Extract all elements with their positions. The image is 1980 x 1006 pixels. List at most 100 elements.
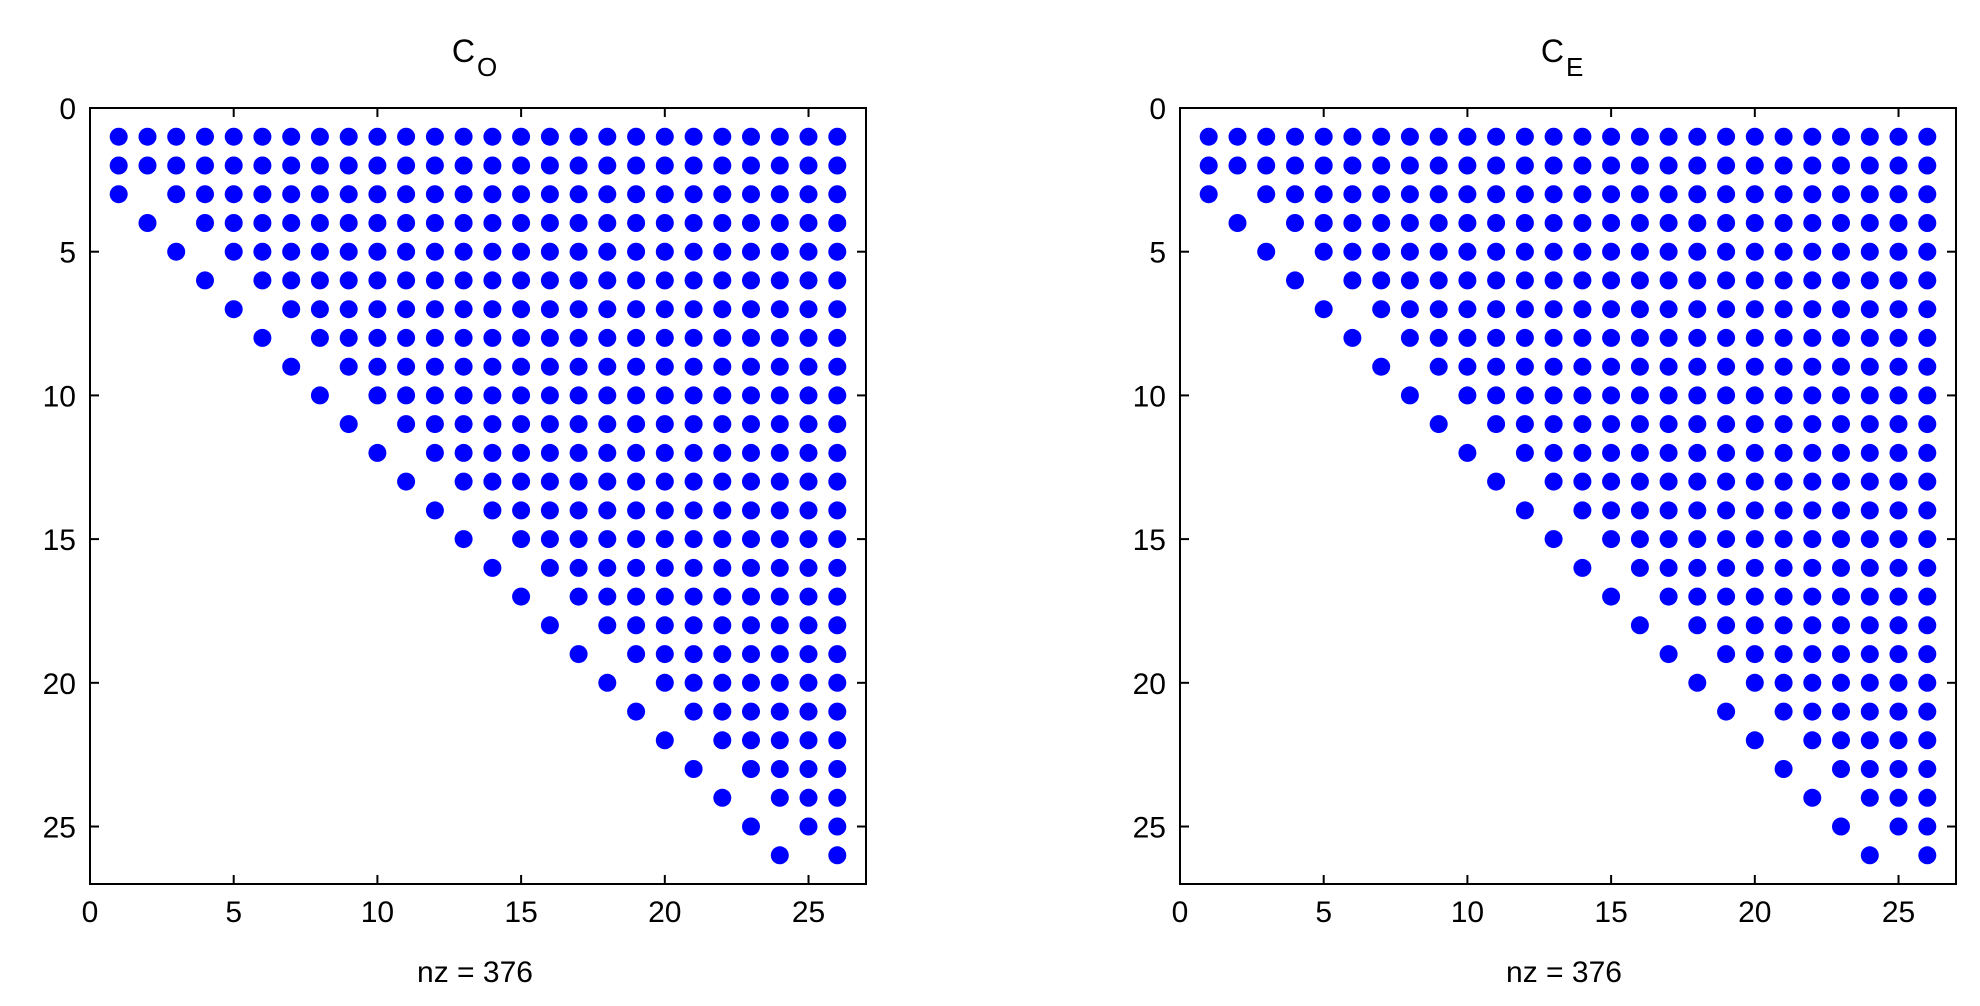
data-point bbox=[1717, 501, 1736, 520]
data-point bbox=[713, 386, 732, 405]
data-point bbox=[684, 185, 703, 204]
data-point bbox=[540, 501, 559, 520]
data-point bbox=[1573, 300, 1592, 319]
data-point bbox=[1429, 242, 1448, 261]
data-point bbox=[742, 558, 760, 577]
data-point bbox=[109, 127, 128, 146]
data-point bbox=[713, 214, 732, 232]
data-point bbox=[742, 501, 760, 520]
data-point bbox=[1774, 185, 1793, 204]
data-point bbox=[1918, 673, 1937, 692]
data-point bbox=[828, 645, 847, 664]
data-point bbox=[483, 271, 502, 290]
data-point bbox=[569, 558, 588, 577]
data-point bbox=[770, 731, 789, 750]
data-point bbox=[742, 127, 760, 146]
data-point bbox=[1803, 300, 1822, 319]
data-point bbox=[1602, 156, 1621, 175]
data-point bbox=[368, 185, 387, 204]
data-point bbox=[1602, 386, 1621, 405]
data-point bbox=[770, 558, 789, 577]
data-point bbox=[770, 530, 789, 549]
data-point bbox=[1745, 242, 1764, 261]
data-point bbox=[569, 328, 588, 347]
data-point bbox=[1688, 673, 1707, 692]
data-point bbox=[627, 415, 646, 434]
data-point bbox=[1832, 386, 1850, 405]
data-point bbox=[310, 271, 329, 290]
data-point bbox=[483, 501, 502, 520]
data-point bbox=[1602, 472, 1621, 491]
data-point bbox=[1860, 242, 1879, 261]
data-point bbox=[253, 328, 272, 347]
data-point bbox=[454, 127, 473, 146]
data-point bbox=[1774, 127, 1793, 146]
data-point bbox=[1630, 127, 1649, 146]
data-point bbox=[1659, 242, 1678, 261]
data-point bbox=[770, 328, 789, 347]
data-point bbox=[1889, 300, 1908, 319]
data-point bbox=[1458, 300, 1477, 319]
data-point bbox=[310, 242, 329, 261]
data-point bbox=[770, 587, 789, 606]
data-point bbox=[684, 501, 703, 520]
data-point bbox=[713, 587, 732, 606]
data-point bbox=[627, 645, 646, 664]
data-point bbox=[368, 328, 387, 347]
data-point bbox=[828, 185, 847, 204]
data-point bbox=[454, 328, 473, 347]
data-point bbox=[1429, 271, 1448, 290]
data-point bbox=[1688, 214, 1707, 232]
data-point bbox=[1458, 156, 1477, 175]
data-point bbox=[799, 731, 818, 750]
data-point bbox=[1717, 702, 1736, 721]
data-point bbox=[1429, 415, 1448, 434]
data-point bbox=[1602, 328, 1621, 347]
data-point bbox=[1544, 415, 1563, 434]
data-point bbox=[828, 616, 847, 635]
data-point bbox=[1257, 156, 1276, 175]
data-point bbox=[598, 415, 617, 434]
data-point bbox=[1803, 788, 1822, 807]
data-point bbox=[1458, 386, 1477, 405]
data-point bbox=[1774, 558, 1793, 577]
data-point bbox=[1573, 156, 1592, 175]
data-point bbox=[828, 214, 847, 232]
data-point bbox=[742, 156, 760, 175]
data-point bbox=[569, 587, 588, 606]
data-point bbox=[799, 127, 818, 146]
y-tick-label: 5 bbox=[1149, 237, 1166, 270]
data-point bbox=[1199, 156, 1218, 175]
data-point bbox=[713, 357, 732, 376]
data-point bbox=[512, 386, 531, 405]
data-point bbox=[310, 386, 329, 405]
data-point bbox=[1487, 386, 1506, 405]
data-point bbox=[1889, 530, 1908, 549]
data-point bbox=[368, 156, 387, 175]
data-point bbox=[742, 443, 760, 462]
data-point bbox=[1803, 156, 1822, 175]
data-point bbox=[684, 271, 703, 290]
data-point bbox=[713, 328, 732, 347]
data-point bbox=[196, 127, 214, 146]
data-point bbox=[512, 357, 531, 376]
data-point bbox=[1487, 242, 1506, 261]
data-point bbox=[1717, 645, 1736, 664]
data-point bbox=[1889, 817, 1908, 836]
data-point bbox=[684, 242, 703, 261]
x-axis-label: nz = 376 bbox=[417, 956, 533, 989]
data-point bbox=[1774, 760, 1793, 778]
data-point bbox=[1860, 127, 1879, 146]
data-point bbox=[742, 185, 760, 204]
data-point bbox=[512, 185, 531, 204]
data-point bbox=[1832, 214, 1850, 232]
data-point bbox=[540, 271, 559, 290]
data-point bbox=[828, 788, 847, 807]
data-point bbox=[1860, 731, 1879, 750]
x-tick-label: 5 bbox=[225, 896, 242, 929]
data-point bbox=[1630, 530, 1649, 549]
data-point bbox=[1889, 328, 1908, 347]
data-point bbox=[454, 386, 473, 405]
data-point bbox=[1314, 156, 1333, 175]
data-point bbox=[224, 156, 243, 175]
